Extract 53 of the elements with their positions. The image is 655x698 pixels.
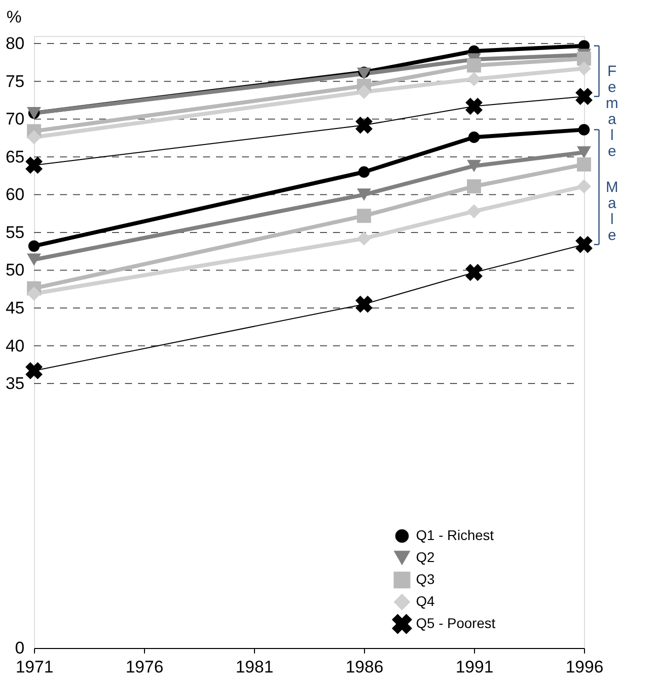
point xyxy=(356,188,372,201)
point xyxy=(355,296,373,313)
text: Female xyxy=(606,63,618,160)
legend-label: Q4 xyxy=(416,593,435,609)
legend-label: Q3 xyxy=(416,571,435,587)
x-tick-label: 1976 xyxy=(126,658,164,676)
point xyxy=(466,58,482,73)
point xyxy=(358,166,370,178)
y-tick-label: 80 xyxy=(6,34,24,54)
point xyxy=(466,204,482,218)
y-tick-label: 35 xyxy=(6,374,24,394)
point xyxy=(26,286,42,301)
point xyxy=(468,132,480,143)
point xyxy=(26,254,42,266)
legend-label: Q2 xyxy=(416,549,435,565)
y-tick-label: 70 xyxy=(6,110,24,129)
point xyxy=(355,116,373,134)
x-tick-label: 1986 xyxy=(346,658,384,676)
point xyxy=(576,179,592,194)
point xyxy=(465,98,483,115)
legend-label: Q5 - Poorest xyxy=(416,615,496,631)
point xyxy=(25,156,43,174)
point xyxy=(356,231,372,246)
x-tick-label: 1991 xyxy=(456,658,494,676)
y-tick-label: 45 xyxy=(6,298,24,318)
y-tick-label: 60 xyxy=(6,185,24,204)
point xyxy=(356,208,372,223)
point xyxy=(576,61,592,76)
y-tick-label: 75 xyxy=(6,72,24,91)
y-tick-label: 65 xyxy=(6,147,24,166)
point xyxy=(578,124,590,136)
point xyxy=(576,157,592,172)
point xyxy=(356,84,372,99)
y-tick-label: 55 xyxy=(6,222,24,242)
point xyxy=(25,362,43,380)
y-tick-label: 0 xyxy=(15,638,24,658)
y-tick-label: 40 xyxy=(6,336,24,356)
legend-label: Q1 - Richest xyxy=(416,527,494,543)
y-axis-title: % xyxy=(6,8,22,26)
point xyxy=(466,72,482,86)
point xyxy=(465,264,483,282)
x-tick-label: 1981 xyxy=(236,658,274,676)
point xyxy=(576,146,592,158)
x-tick-label: 1996 xyxy=(566,658,604,676)
point xyxy=(28,240,40,252)
text: Male xyxy=(606,179,618,244)
point xyxy=(575,88,593,106)
y-tick-label: 50 xyxy=(6,260,24,280)
point xyxy=(466,179,482,194)
x-tick-label: 1971 xyxy=(16,658,54,676)
point xyxy=(575,236,593,254)
point xyxy=(466,160,482,172)
point xyxy=(26,130,42,144)
